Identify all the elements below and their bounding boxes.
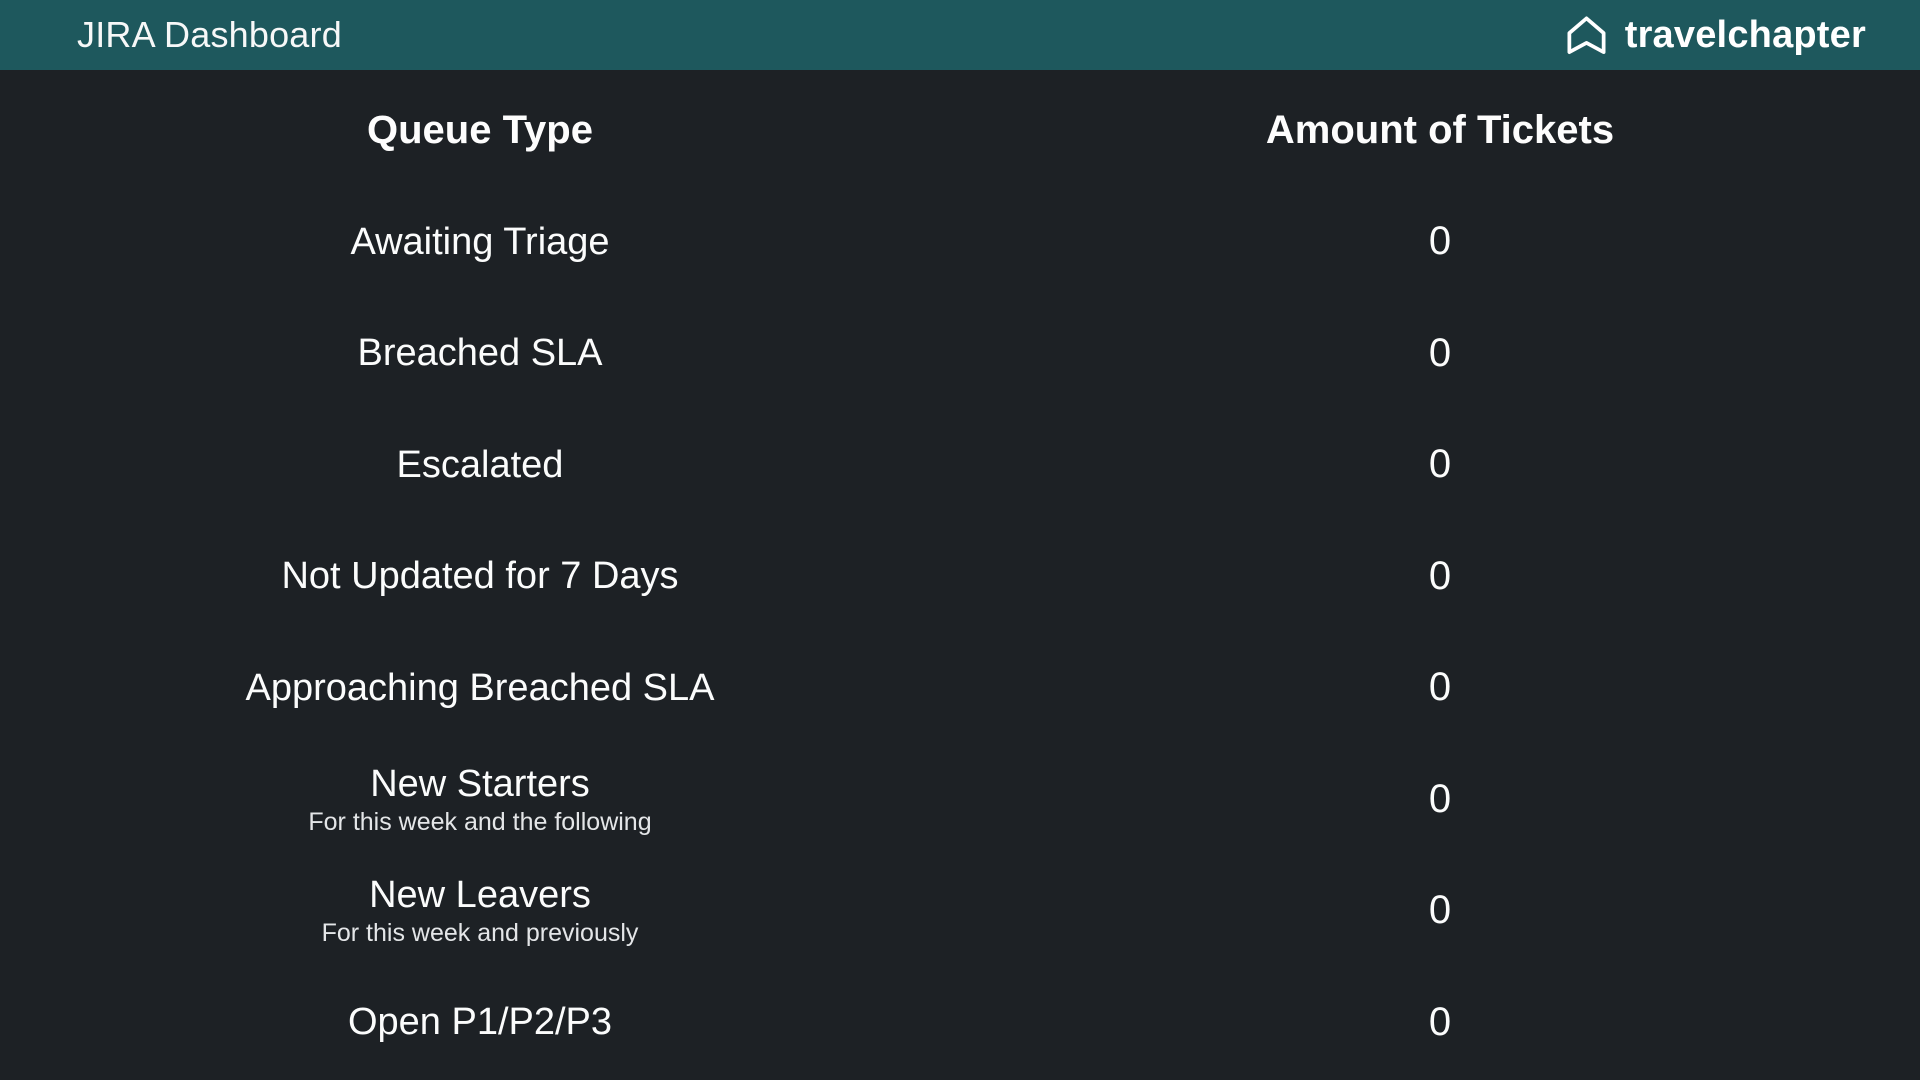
brand-logo: travelchapter — [1563, 12, 1866, 59]
home-icon — [1567, 16, 1606, 54]
table-row: New Starters For this week and the follo… — [0, 744, 1920, 856]
ticket-count: 0 — [1428, 442, 1452, 487]
ticket-amount-cell: 0 — [960, 632, 1920, 744]
table-row: Awaiting Triage 0 — [0, 186, 1920, 298]
queue-label: Open P1/P2/P3 — [347, 1001, 613, 1044]
brand-name: travelchapter — [1624, 13, 1866, 56]
table-row: Escalated 0 — [0, 409, 1920, 521]
queue-sublabel: For this week and previously — [321, 919, 639, 948]
queue-label: New Leavers — [369, 874, 591, 917]
ticket-count: 0 — [1428, 665, 1452, 710]
ticket-count: 0 — [1428, 999, 1452, 1044]
table-row: Open P1/P2/P3 0 — [0, 967, 1920, 1079]
column-header-queue-type: Queue Type — [367, 108, 593, 152]
table-row: Approaching Breached SLA 0 — [0, 632, 1920, 744]
queue-label: Awaiting Triage — [350, 220, 610, 263]
queue-label: Escalated — [396, 443, 564, 486]
queue-table-body: Awaiting Triage 0 Breached SLA 0 Escalat… — [0, 186, 1920, 1078]
table-row: Not Updated for 7 Days 0 — [0, 521, 1920, 633]
ticket-count: 0 — [1428, 219, 1452, 264]
ticket-amount-cell: 0 — [960, 409, 1920, 521]
ticket-amount-cell: 0 — [960, 298, 1920, 410]
queue-type-cell: Breached SLA — [0, 298, 960, 410]
queue-sublabel: For this week and the following — [308, 807, 652, 836]
ticket-count: 0 — [1428, 888, 1452, 933]
queue-type-cell: Escalated — [0, 409, 960, 521]
ticket-amount-cell: 0 — [960, 521, 1920, 633]
queue-type-cell: New Starters For this week and the follo… — [0, 744, 960, 856]
queue-type-cell: Awaiting Triage — [0, 186, 960, 298]
ticket-amount-cell: 0 — [960, 186, 1920, 298]
queue-type-cell: New Leavers For this week and previously — [0, 855, 960, 967]
column-header-amount-of-tickets: Amount of Tickets — [1265, 108, 1615, 152]
queue-type-cell: Open P1/P2/P3 — [0, 967, 960, 1079]
table-header-row: Queue Type Amount of Tickets — [0, 70, 1920, 156]
ticket-count: 0 — [1428, 776, 1452, 821]
queue-label: Approaching Breached SLA — [245, 666, 715, 709]
ticket-amount-cell: 0 — [960, 967, 1920, 1079]
ticket-count: 0 — [1428, 330, 1452, 375]
queue-label: Breached SLA — [357, 332, 603, 375]
ticket-amount-cell: 0 — [960, 744, 1920, 856]
page-title: JIRA Dashboard — [77, 14, 342, 55]
queue-label: New Starters — [370, 762, 590, 805]
queue-type-cell: Not Updated for 7 Days — [0, 521, 960, 633]
table-row: Breached SLA 0 — [0, 298, 1920, 410]
ticket-amount-cell: 0 — [960, 855, 1920, 967]
queue-label: Not Updated for 7 Days — [281, 555, 679, 598]
queue-table: Queue Type Amount of Tickets Awaiting Tr… — [0, 70, 1920, 1078]
table-row: New Leavers For this week and previously… — [0, 855, 1920, 967]
ticket-count: 0 — [1428, 553, 1452, 598]
top-header-bar: JIRA Dashboard travelchapter — [0, 0, 1920, 70]
queue-type-cell: Approaching Breached SLA — [0, 632, 960, 744]
